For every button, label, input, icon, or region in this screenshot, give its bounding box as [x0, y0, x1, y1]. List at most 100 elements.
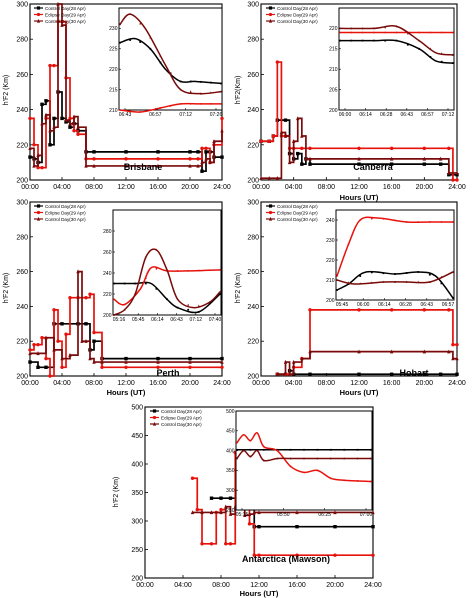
- inset-data-point: [343, 457, 346, 460]
- x-tick-label: 04:00: [285, 184, 303, 191]
- data-point: [212, 139, 216, 143]
- legend-marker: [36, 216, 41, 221]
- inset-data-point: [210, 102, 212, 105]
- inset-data-point: [144, 282, 147, 285]
- data-point: [455, 178, 459, 182]
- station-label: Antarctica (Mawson): [242, 554, 330, 564]
- data-point: [204, 146, 208, 151]
- inset-data-point: [262, 445, 265, 448]
- inset-data-point: [155, 248, 158, 251]
- inset-y-tick-label: 300: [226, 488, 235, 494]
- inset-data-point: [382, 217, 385, 220]
- series-2: [28, 269, 224, 364]
- x-tick-label: 04:00: [53, 184, 71, 191]
- inset-data-point: [336, 289, 338, 291]
- y-axis-label: h'F2 (Km): [3, 273, 10, 304]
- inset-data-point: [316, 469, 319, 472]
- data-point: [32, 163, 36, 168]
- x-tick-label: 16:00: [149, 184, 167, 191]
- y-tick-label: 280: [16, 234, 28, 241]
- inset-data-point: [417, 280, 420, 283]
- inset-data-point: [406, 32, 409, 35]
- inset-y-tick-label: 230: [109, 26, 118, 32]
- data-point: [40, 121, 44, 126]
- data-point: [200, 169, 204, 173]
- legend-entry: Control Day(28 Apr): [45, 6, 86, 11]
- x-tick-label: 20:00: [181, 380, 199, 387]
- inset-y-tick-label: 225: [109, 47, 118, 53]
- data-point: [308, 156, 312, 161]
- legend-entry: Control Day(28 Apr): [161, 409, 202, 414]
- data-point: [371, 525, 375, 529]
- inset-data-point: [169, 71, 172, 75]
- inset-y-tick-label: 220: [103, 292, 112, 298]
- inset-x-tick-label: 05:50: [277, 512, 290, 518]
- inset-frame: [235, 410, 373, 511]
- data-point: [100, 365, 104, 369]
- data-point: [224, 542, 228, 546]
- inset-data-point: [236, 457, 238, 460]
- chart-canberra: 200 220 240 260 280 300 00:00 04:00 08:00 12:00 16…: [235, 2, 466, 203]
- series-line: [277, 369, 457, 376]
- data-point: [455, 356, 459, 361]
- data-point: [196, 163, 200, 168]
- legend: Control Day(28 Apr) Eclipse Day(29 Apr)Co…: [34, 6, 86, 24]
- data-point: [56, 1, 60, 6]
- inset-data-point: [139, 41, 142, 43]
- data-point: [124, 150, 128, 154]
- inset-y-tick-label: 500: [226, 409, 235, 415]
- series-2: [259, 116, 459, 180]
- data-point: [196, 150, 200, 154]
- inset-frame: [338, 7, 455, 111]
- legend-marker: [152, 409, 157, 413]
- series-line: [277, 350, 457, 376]
- data-point: [60, 22, 64, 27]
- y-tick-label: 300: [247, 2, 259, 9]
- station-label: Hobart: [400, 368, 429, 378]
- inset-data-point: [406, 43, 409, 46]
- inset-data-point: [452, 270, 454, 273]
- x-tick-label: 20:00: [181, 184, 199, 191]
- inset-data-point: [429, 56, 432, 58]
- x-tick-label: 16:00: [288, 582, 306, 589]
- legend-marker: [268, 210, 273, 215]
- data-point: [188, 157, 192, 161]
- inset-data-point: [139, 22, 142, 25]
- data-point: [68, 121, 72, 126]
- data-point: [243, 513, 247, 517]
- inset-data-point: [159, 61, 162, 64]
- inset-data-point: [199, 80, 202, 83]
- data-point: [291, 359, 296, 364]
- series-2: [275, 349, 459, 376]
- inset-data-point: [289, 448, 292, 451]
- legend-entry: Eclipse Day(29 Apr): [277, 211, 318, 216]
- data-point: [357, 372, 361, 376]
- data-point: [279, 130, 284, 135]
- x-tick-label: 16:00: [149, 380, 167, 387]
- y-tick-label: 260: [16, 72, 28, 79]
- x-tick-label: 00:00: [136, 582, 154, 589]
- data-point: [228, 542, 233, 546]
- data-point: [190, 510, 195, 515]
- inset-data-point: [197, 310, 200, 313]
- data-point: [28, 360, 32, 364]
- inset-data-point: [428, 221, 431, 223]
- data-point: [84, 322, 88, 326]
- legend-marker: [36, 12, 41, 17]
- inset-x-tick-label: 07:12: [190, 317, 203, 323]
- inset-data-point: [356, 448, 359, 451]
- data-point: [88, 356, 92, 361]
- data-point: [300, 356, 304, 361]
- data-point: [68, 352, 72, 357]
- inset-data-point: [452, 53, 454, 56]
- inset-data-point: [347, 281, 350, 284]
- inset-data-point: [428, 280, 431, 283]
- inset-data-point: [144, 277, 147, 280]
- inset-y-tick-label: 215: [329, 47, 338, 53]
- data-point: [422, 156, 427, 161]
- inset-data-point: [452, 221, 454, 223]
- inset-data-point: [197, 304, 200, 307]
- y-tick-label: 220: [247, 339, 259, 346]
- legend-marker: [268, 6, 273, 10]
- data-point: [224, 504, 228, 509]
